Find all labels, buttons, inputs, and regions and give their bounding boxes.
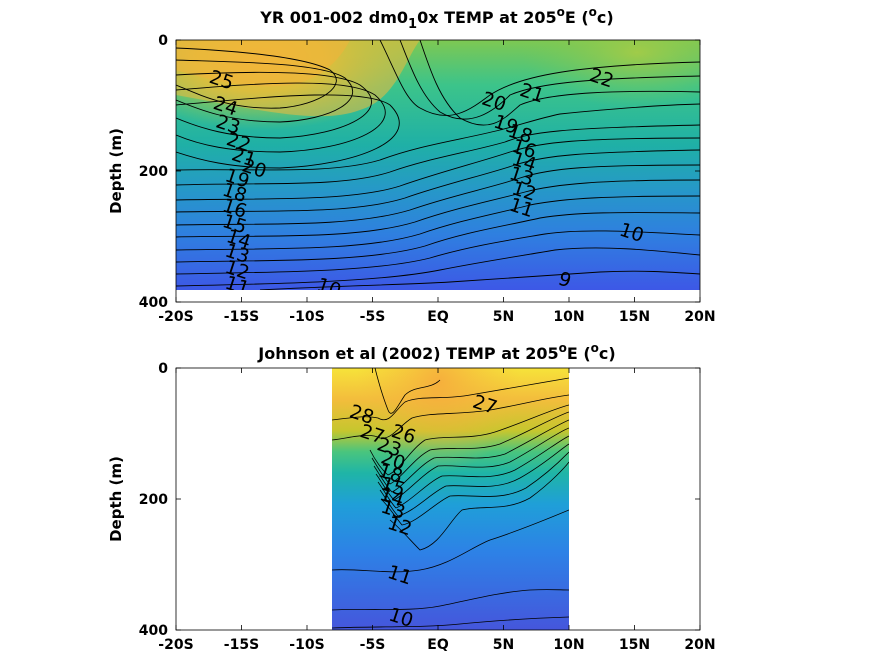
x-tick-label: 5N xyxy=(493,637,514,653)
contour-label: 11 xyxy=(222,272,252,300)
chart-top: YR 001-002 dm010x TEMP at 205oE (oc) xyxy=(107,5,716,325)
y-tick-label: 200 xyxy=(139,164,168,180)
x-tick-label: -15S xyxy=(224,637,259,653)
chart-bottom-axes: -20S -15S -10S -5S EQ 5N 10N 15N 20N 0 200 400 xyxy=(139,361,716,653)
x-tick-label: 5N xyxy=(493,309,514,325)
y-tick-label: 200 xyxy=(139,492,168,508)
chart-top-axes: -20S -15S -10S -5S EQ 5N 10N 15N 20N 0 200 400 xyxy=(139,33,716,325)
chart-bottom-title: Johnson et al (2002) TEMP at 205oE (oc) xyxy=(257,341,615,363)
x-tick-label: -20S xyxy=(158,309,193,325)
x-tick-label: EQ xyxy=(427,637,449,653)
chart-top-ylabel: Depth (m) xyxy=(107,128,125,214)
x-tick-label: EQ xyxy=(427,309,449,325)
x-tick-label: -15S xyxy=(224,309,259,325)
chart-bottom-ylabel: Depth (m) xyxy=(107,456,125,542)
chart-bottom: Johnson et al (2002) TEMP at 205oE (oc) xyxy=(107,341,716,653)
x-tick-label: 20N xyxy=(684,637,715,653)
y-tick-label: 0 xyxy=(158,33,168,49)
y-tick-label: 0 xyxy=(158,361,168,377)
x-tick-label: 15N xyxy=(619,309,650,325)
x-tick-label: -10S xyxy=(289,309,324,325)
contour-label: 10 xyxy=(314,274,344,302)
contour-label: 9 xyxy=(556,268,574,293)
x-tick-label: -5S xyxy=(360,637,386,653)
chart-top-contour-lines xyxy=(176,40,700,290)
x-tick-label: 10N xyxy=(553,637,584,653)
x-tick-label: 20N xyxy=(684,309,715,325)
x-tick-label: -10S xyxy=(289,637,324,653)
x-tick-label: 15N xyxy=(619,637,650,653)
chart-top-title: YR 001-002 dm010x TEMP at 205oE (oc) xyxy=(259,5,613,32)
x-tick-label: 10N xyxy=(553,309,584,325)
y-tick-label: 400 xyxy=(139,295,168,311)
x-tick-label: -20S xyxy=(158,637,193,653)
y-tick-label: 400 xyxy=(139,623,168,639)
x-tick-label: -5S xyxy=(360,309,386,325)
